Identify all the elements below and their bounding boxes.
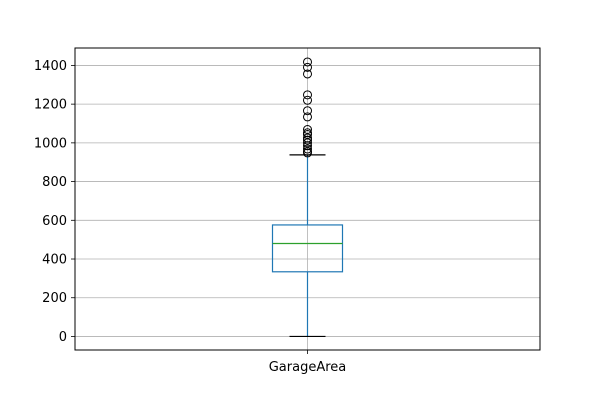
outlier-point <box>303 106 312 116</box>
outlier-point <box>303 62 312 72</box>
y-tick-label: 1200 <box>34 98 67 113</box>
x-tick-label: GarageArea <box>269 360 347 375</box>
y-tick-label: 1400 <box>34 59 67 74</box>
outlier-point <box>303 133 312 143</box>
y-tick-label: 600 <box>42 214 67 229</box>
outlier-point <box>303 135 312 145</box>
outlier-point <box>303 90 312 100</box>
y-tick-label: 800 <box>42 175 67 190</box>
iqr-box <box>271 224 344 273</box>
y-tick-label: 1000 <box>34 136 67 151</box>
outlier-point <box>303 57 312 67</box>
outlier-point <box>303 128 312 138</box>
outlier-point <box>303 146 312 156</box>
y-tick-label: 200 <box>42 291 67 306</box>
y-tick-label: 0 <box>59 330 67 345</box>
outlier-point <box>303 125 312 135</box>
outlier-point <box>303 144 312 154</box>
plot-frame <box>74 47 541 351</box>
outlier-point <box>303 112 312 122</box>
y-tick-label: 400 <box>42 253 67 268</box>
outlier-point <box>303 95 312 105</box>
outlier-point <box>303 69 312 79</box>
